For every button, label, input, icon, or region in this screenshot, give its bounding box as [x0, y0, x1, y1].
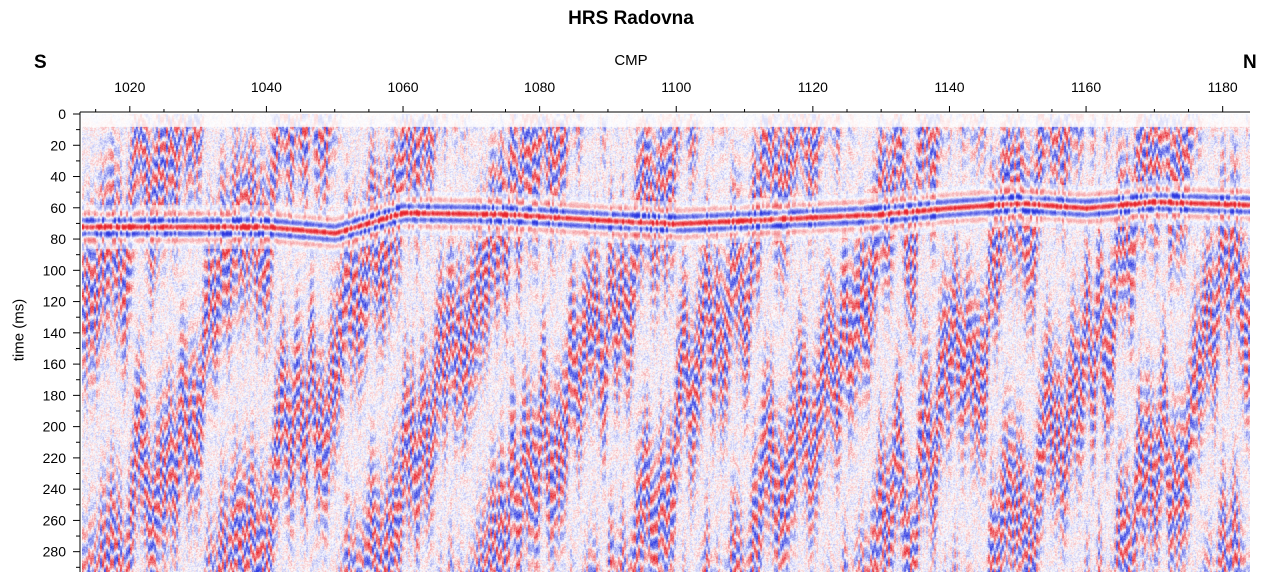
y-tick-label: 120 — [43, 294, 67, 310]
x-tick-label: 1180 — [1208, 79, 1238, 95]
y-tick-label: 240 — [43, 481, 67, 497]
y-tick-label: 60 — [50, 200, 66, 216]
y-tick-label: 280 — [43, 544, 67, 560]
y-tick-label: 40 — [50, 169, 66, 185]
y-tick-label: 220 — [43, 450, 67, 466]
y-tick-label: 100 — [43, 262, 67, 278]
x-tick-label: 1100 — [661, 79, 691, 95]
y-tick-label: 260 — [43, 512, 67, 528]
y-tick-label: 160 — [43, 356, 67, 372]
y-tick-label: 200 — [43, 419, 67, 435]
seismic-image-area — [82, 114, 1250, 572]
x-tick-label: 1120 — [798, 79, 828, 95]
direction-label-south: S — [34, 52, 47, 73]
chart-title: HRS Radovna — [568, 8, 694, 29]
direction-label-north: N — [1243, 52, 1257, 73]
x-tick-label: 1040 — [251, 79, 282, 95]
x-tick-label: 1020 — [114, 79, 145, 95]
x-tick-label: 1060 — [387, 79, 418, 95]
y-tick-label: 0 — [58, 106, 66, 122]
x-tick-label: 1160 — [1071, 79, 1101, 95]
x-tick-label: 1080 — [524, 79, 555, 95]
seismic-amplitude-image — [82, 114, 1250, 572]
y-tick-label: 140 — [43, 325, 67, 341]
y-tick-label: 180 — [43, 387, 67, 403]
y-tick-label: 20 — [50, 137, 66, 153]
axis-lines — [79, 111, 1250, 572]
x-axis-label: CMP — [614, 52, 648, 69]
x-tick-label: 1140 — [934, 79, 964, 95]
x-axis-ticks: 1020 1040 1060 1080 1100 1120 1140 1160 1180 — [95, 79, 1238, 112]
y-axis-ticks: 0 20 40 60 80 100 120 140 160 180 200 220 240 260 280 — [43, 106, 80, 568]
y-tick-label: 80 — [50, 231, 66, 247]
